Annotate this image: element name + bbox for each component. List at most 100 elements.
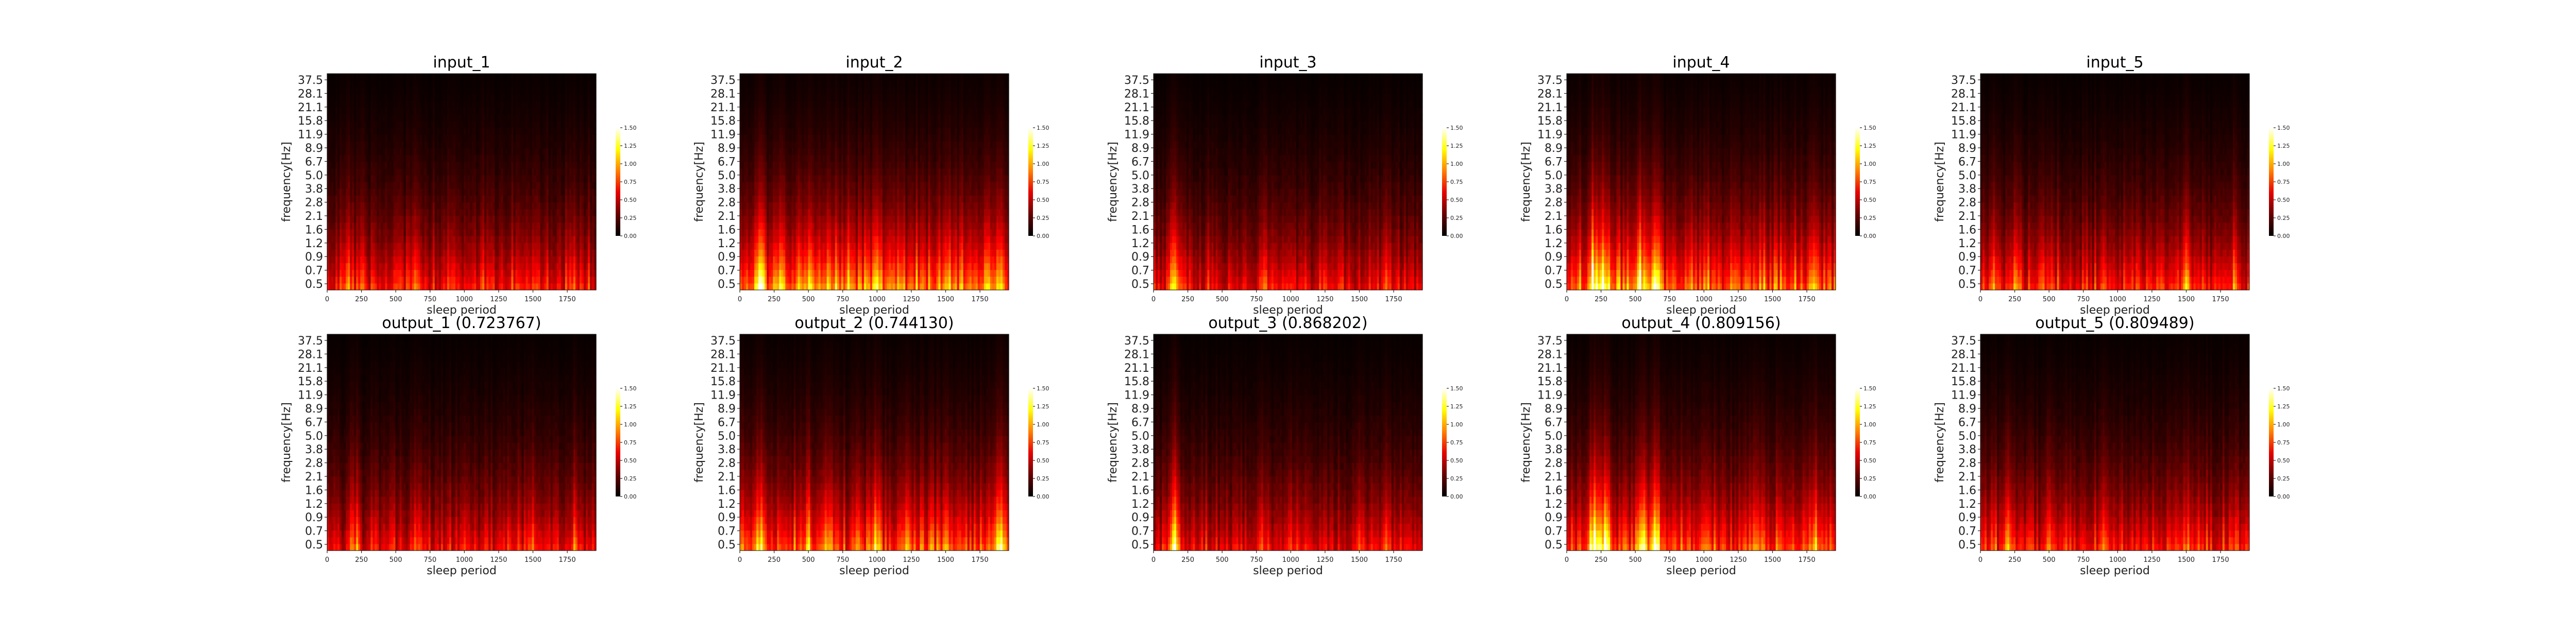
- heatmap-cell: [335, 216, 338, 223]
- heatmap-cell: [337, 121, 340, 128]
- heatmap-cell: [344, 114, 346, 122]
- heatmap-cell: [333, 141, 336, 148]
- heatmap-cell: [379, 229, 381, 236]
- heatmap-cell: [342, 108, 344, 115]
- panel-1: input_10.50.70.91.21.62.12.83.85.06.78.9…: [280, 54, 637, 317]
- heatmap-cell: [340, 188, 342, 196]
- heatmap-cell: [375, 277, 377, 284]
- heatmap-cell: [391, 182, 394, 189]
- heatmap-cell: [340, 236, 342, 243]
- heatmap-cell: [385, 108, 387, 115]
- heatmap-cell: [331, 270, 334, 277]
- heatmap-cell: [389, 108, 392, 115]
- heatmap-cell: [362, 249, 365, 256]
- heatmap-cell: [368, 277, 371, 284]
- heatmap-cell: [368, 229, 371, 236]
- heatmap-cell: [360, 270, 363, 277]
- heatmap-cell: [377, 162, 379, 169]
- heatmap-cell: [342, 270, 344, 277]
- heatmap-cell: [337, 270, 340, 277]
- heatmap-cell: [375, 270, 377, 277]
- heatmap-cell: [370, 94, 373, 101]
- heatmap-cell: [389, 148, 392, 155]
- heatmap-cell: [389, 101, 392, 108]
- heatmap-cell: [350, 216, 352, 223]
- heatmap-cell: [352, 283, 354, 290]
- heatmap-cell: [387, 283, 389, 290]
- heatmap-cell: [389, 121, 392, 128]
- heatmap-cell: [377, 243, 379, 250]
- heatmap-cell: [387, 263, 389, 270]
- heatmap-cell: [342, 114, 344, 122]
- heatmap-cell: [333, 101, 336, 108]
- heatmap-cell: [377, 202, 379, 209]
- heatmap-cell: [340, 162, 342, 169]
- heatmap-cell: [391, 243, 394, 250]
- heatmap-cell: [329, 141, 332, 148]
- heatmap-cell: [375, 182, 377, 189]
- heatmap-cell: [387, 249, 389, 256]
- heatmap-cell: [327, 128, 330, 135]
- heatmap-cell: [342, 195, 344, 202]
- heatmap-cell: [327, 256, 330, 263]
- heatmap-cell: [381, 209, 383, 216]
- heatmap-cell: [348, 188, 350, 196]
- heatmap-cell: [342, 101, 344, 108]
- heatmap-cell: [352, 188, 354, 196]
- heatmap-cell: [385, 87, 387, 94]
- heatmap-cell: [352, 114, 354, 122]
- heatmap-cell: [362, 134, 365, 142]
- heatmap-cell: [387, 236, 389, 243]
- heatmap-cell: [362, 108, 365, 115]
- heatmap-cell: [335, 202, 338, 209]
- heatmap-cell: [383, 202, 385, 209]
- heatmap-cell: [368, 243, 371, 250]
- heatmap-cell: [329, 168, 332, 176]
- heatmap-cell: [385, 141, 387, 148]
- heatmap-cell: [368, 128, 371, 135]
- heatmap-cell: [364, 168, 367, 176]
- heatmap-cell: [366, 168, 369, 176]
- heatmap-cell: [368, 134, 371, 142]
- heatmap-cell: [358, 121, 361, 128]
- heatmap-cell: [372, 222, 375, 230]
- heatmap-cell: [362, 229, 365, 236]
- heatmap-cell: [389, 283, 392, 290]
- heatmap-cell: [329, 216, 332, 223]
- heatmap-cell: [377, 168, 379, 176]
- heatmap-cell: [360, 236, 363, 243]
- heatmap-cell: [387, 148, 389, 155]
- heatmap-cell: [383, 222, 385, 230]
- heatmap-cell: [348, 155, 350, 162]
- heatmap-cell: [372, 121, 375, 128]
- heatmap-cell: [344, 108, 346, 115]
- heatmap-cell: [381, 256, 383, 263]
- heatmap-cell: [387, 256, 389, 263]
- heatmap-cell: [377, 108, 379, 115]
- heatmap-cell: [368, 94, 371, 101]
- heatmap-cell: [377, 263, 379, 270]
- heatmap-cell: [350, 162, 352, 169]
- heatmap-cell: [370, 148, 373, 155]
- heatmap-cell: [391, 162, 394, 169]
- heatmap-cell: [350, 74, 352, 81]
- heatmap-cell: [335, 236, 338, 243]
- heatmap-cell: [391, 283, 394, 290]
- heatmap-cell: [344, 148, 346, 155]
- heatmap-cell: [331, 134, 334, 142]
- heatmap-cell: [346, 209, 348, 216]
- heatmap-cell: [381, 141, 383, 148]
- heatmap-cell: [372, 202, 375, 209]
- heatmap-cell: [360, 121, 363, 128]
- heatmap-cell: [333, 168, 336, 176]
- heatmap-cell: [389, 134, 392, 142]
- heatmap-cell: [356, 236, 359, 243]
- heatmap-cell: [387, 216, 389, 223]
- heatmap-cell: [391, 128, 394, 135]
- heatmap-cell: [391, 249, 394, 256]
- heatmap-cell: [346, 249, 348, 256]
- heatmap-cell: [348, 148, 350, 155]
- heatmap-cell: [348, 249, 350, 256]
- heatmap-cell: [372, 256, 375, 263]
- heatmap-cell: [360, 209, 363, 216]
